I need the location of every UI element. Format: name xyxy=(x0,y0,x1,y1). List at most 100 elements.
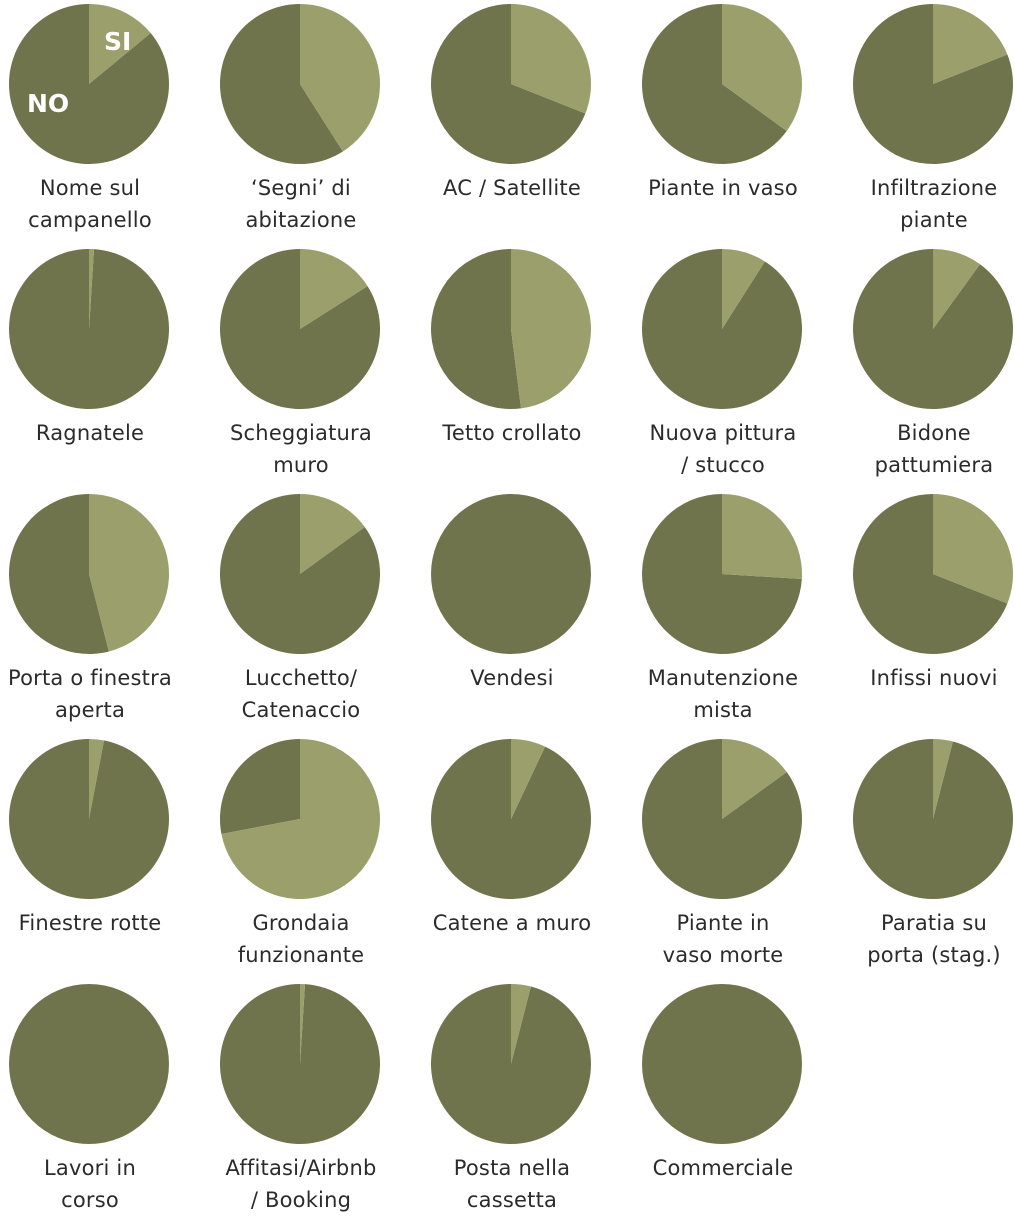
pie-chart xyxy=(642,249,802,409)
pie-chart-label: Tetto crollato xyxy=(422,417,602,449)
pie-chart-label: Bidone pattumiera xyxy=(844,417,1015,481)
pie-chart-label: Nome sul campanello xyxy=(0,172,180,236)
pie-slice-no xyxy=(853,494,1008,654)
pie-chart xyxy=(431,984,591,1144)
pie-chart-label: Finestre rotte xyxy=(0,907,180,939)
pie-chart-label: Catene a muro xyxy=(422,907,602,939)
pie-chart-label-line: campanello xyxy=(28,208,152,232)
pie-slice-no xyxy=(431,249,522,409)
pie-chart: SI NO xyxy=(8,4,169,164)
pie-chart-label: Ragnatele xyxy=(0,417,180,449)
pie-slice-si xyxy=(300,494,365,574)
pie-chart-label-line: Infissi nuovi xyxy=(870,666,998,690)
pie-chart-label-line: vaso morte xyxy=(662,943,784,967)
pie-slice-si xyxy=(89,4,151,84)
pie-chart-cell: Finestre rotte xyxy=(0,735,203,979)
pie-chart xyxy=(431,494,591,654)
pie-chart-label-line: piante xyxy=(900,208,968,232)
pie-slice-si xyxy=(722,494,802,580)
pie-slice-si xyxy=(300,984,306,1064)
pie-chart-label-line: funzionante xyxy=(237,943,365,967)
pie-slice-si xyxy=(300,4,380,152)
pie-chart-cell: Posta nella cassetta xyxy=(422,980,625,1224)
pie-slice-no xyxy=(8,494,109,654)
pie-chart-label: Infiltrazione piante xyxy=(844,172,1015,236)
pie-chart-label: ‘Segni’ di abitazione xyxy=(211,172,391,236)
pie-slice-no xyxy=(8,249,169,409)
pie-chart-label: Posta nella cassetta xyxy=(422,1152,602,1216)
pie-chart-label-line: Commerciale xyxy=(652,1156,794,1180)
pie-slice-no xyxy=(642,984,802,1144)
pie-chart-cell: Nuova pittura / stucco xyxy=(633,245,836,489)
pie-chart-label: Manutenzione mista xyxy=(633,662,813,726)
pie-chart-cell: Porta o finestra aperta xyxy=(0,490,203,734)
pie-chart-label: Porta o finestra aperta xyxy=(0,662,180,726)
pie-chart-cell: Grondaia funzionante xyxy=(211,735,414,979)
pie-chart-label-line: Affitasi/Airbnb xyxy=(225,1156,377,1180)
pie-chart xyxy=(9,984,169,1144)
pie-chart-label-line: Lavori in xyxy=(44,1156,136,1180)
pie-slice-si xyxy=(221,739,380,899)
pie-chart-label: Vendesi xyxy=(422,662,602,694)
pie-chart-label-line: AC / Satellite xyxy=(443,176,581,200)
pie-slice-no xyxy=(431,4,586,164)
pie-chart-label-line: Ragnatele xyxy=(35,421,145,445)
pie-chart-label-line: Tetto crollato xyxy=(442,421,582,445)
pie-chart-label-line: ‘Segni’ di xyxy=(251,176,351,200)
pie-chart xyxy=(853,494,1013,654)
pie-chart xyxy=(8,494,169,654)
pie-chart xyxy=(219,984,380,1144)
pie-chart-cell: Infiltrazione piante xyxy=(844,0,1015,244)
pie-chart-label-line: muro xyxy=(273,453,329,477)
pie-chart-label-line: Piante in xyxy=(676,911,770,935)
pie-slice-si xyxy=(511,4,591,114)
pie-chart xyxy=(8,249,169,409)
pie-chart-label: Lucchetto/Catenaccio xyxy=(211,662,391,726)
pie-chart-cell: Infissi nuovi xyxy=(844,490,1015,734)
pie-chart xyxy=(853,249,1013,409)
slice-label-si: SI xyxy=(104,27,131,56)
pie-chart xyxy=(9,739,169,899)
pie-slice-si xyxy=(89,249,95,329)
pie-chart-label: Scheggiatura muro xyxy=(211,417,391,481)
pie-slice-si xyxy=(511,739,546,819)
pie-chart xyxy=(431,4,591,164)
pie-chart-label: Piante in vaso xyxy=(633,172,813,204)
pie-slice-si xyxy=(511,984,531,1064)
pie-slice-si xyxy=(722,4,802,132)
pie-slice-no xyxy=(219,4,343,164)
pie-chart-cell: SI NO Nome sul campanello xyxy=(0,0,203,244)
pie-chart-label-line: Finestre rotte xyxy=(18,911,162,935)
pie-slice-no xyxy=(8,4,169,164)
pie-chart-cell: Catene a muro xyxy=(422,735,625,979)
pie-chart-cell: Paratia su porta (stag.) xyxy=(844,735,1015,979)
pie-chart-label: AC / Satellite xyxy=(422,172,602,204)
pie-chart xyxy=(642,4,802,164)
pie-chart-cell: Commerciale xyxy=(633,980,836,1224)
pie-slice-si xyxy=(300,249,368,329)
pie-chart-label-line: cassetta xyxy=(466,1188,558,1212)
pie-chart-label: Paratia su porta (stag.) xyxy=(844,907,1015,971)
pie-slice-no xyxy=(642,494,802,654)
pie-chart xyxy=(431,249,591,409)
pie-chart-label: Nuova pittura / stucco xyxy=(633,417,813,481)
pie-chart-label-line: Vendesi xyxy=(470,666,554,690)
pie-slice-no xyxy=(220,739,300,834)
slice-label-no: NO xyxy=(27,89,69,118)
pie-chart-label-line: / Booking xyxy=(250,1188,352,1212)
pie-chart-cell: Ragnatele xyxy=(0,245,203,489)
pie-chart-label-line: Grondaia xyxy=(252,911,350,935)
pie-chart-label: Lavori in corso xyxy=(0,1152,180,1216)
pie-slice-no xyxy=(219,984,380,1144)
pie-chart xyxy=(642,739,802,899)
pie-chart-label-line: Nuova pittura xyxy=(649,421,797,445)
pie-chart xyxy=(219,4,380,164)
pie-slice-no xyxy=(431,494,591,654)
pie-chart-label-line: Infiltrazione xyxy=(870,176,998,200)
pie-chart-cell: Manutenzione mista xyxy=(633,490,836,734)
pie-chart-cell: ‘Segni’ di abitazione xyxy=(211,0,414,244)
pie-chart-cell: Scheggiatura muro xyxy=(211,245,414,489)
pie-chart-label-line: porta (stag.) xyxy=(867,943,1001,967)
pie-chart-label-line: Porta o finestra xyxy=(7,666,173,690)
